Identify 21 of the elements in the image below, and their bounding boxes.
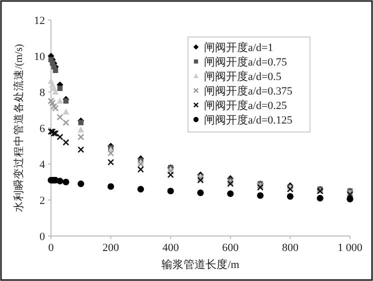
x-tick-label: 600 xyxy=(222,242,240,254)
y-tick-label: 2 xyxy=(40,195,45,207)
x-tick-label: 400 xyxy=(162,242,180,254)
y-tick-label: 10 xyxy=(34,51,46,63)
legend-label: 闸阀开度a/d=0.25 xyxy=(204,99,288,112)
y-tick-label: 8 xyxy=(40,87,46,99)
legend-label: 闸阀开度a/d=0.75 xyxy=(204,56,288,68)
legend-label: 闸阀开度a/d=0.125 xyxy=(204,114,293,126)
x-axis-title: 输浆管道长度/m xyxy=(162,258,240,271)
legend-label: 闸阀开度a/d=0.5 xyxy=(204,70,282,83)
x-tick-label: 1 000 xyxy=(338,242,363,254)
y-axis-title: 水利瞬变过程中管道各处流速/(m/s) xyxy=(12,43,25,212)
y-tick-label: 12 xyxy=(34,15,45,27)
y-tick-label: 6 xyxy=(40,123,46,135)
legend-label: 闸阀开度a/d=1 xyxy=(204,41,274,54)
y-tick-label: 4 xyxy=(40,159,46,171)
x-tick-label: 0 xyxy=(48,242,54,254)
x-tick-label: 200 xyxy=(102,242,120,254)
y-tick-label: 0 xyxy=(40,231,46,243)
legend-label: 闸阀开度a/d=0.375 xyxy=(204,84,293,98)
x-tick-label: 800 xyxy=(282,242,299,254)
